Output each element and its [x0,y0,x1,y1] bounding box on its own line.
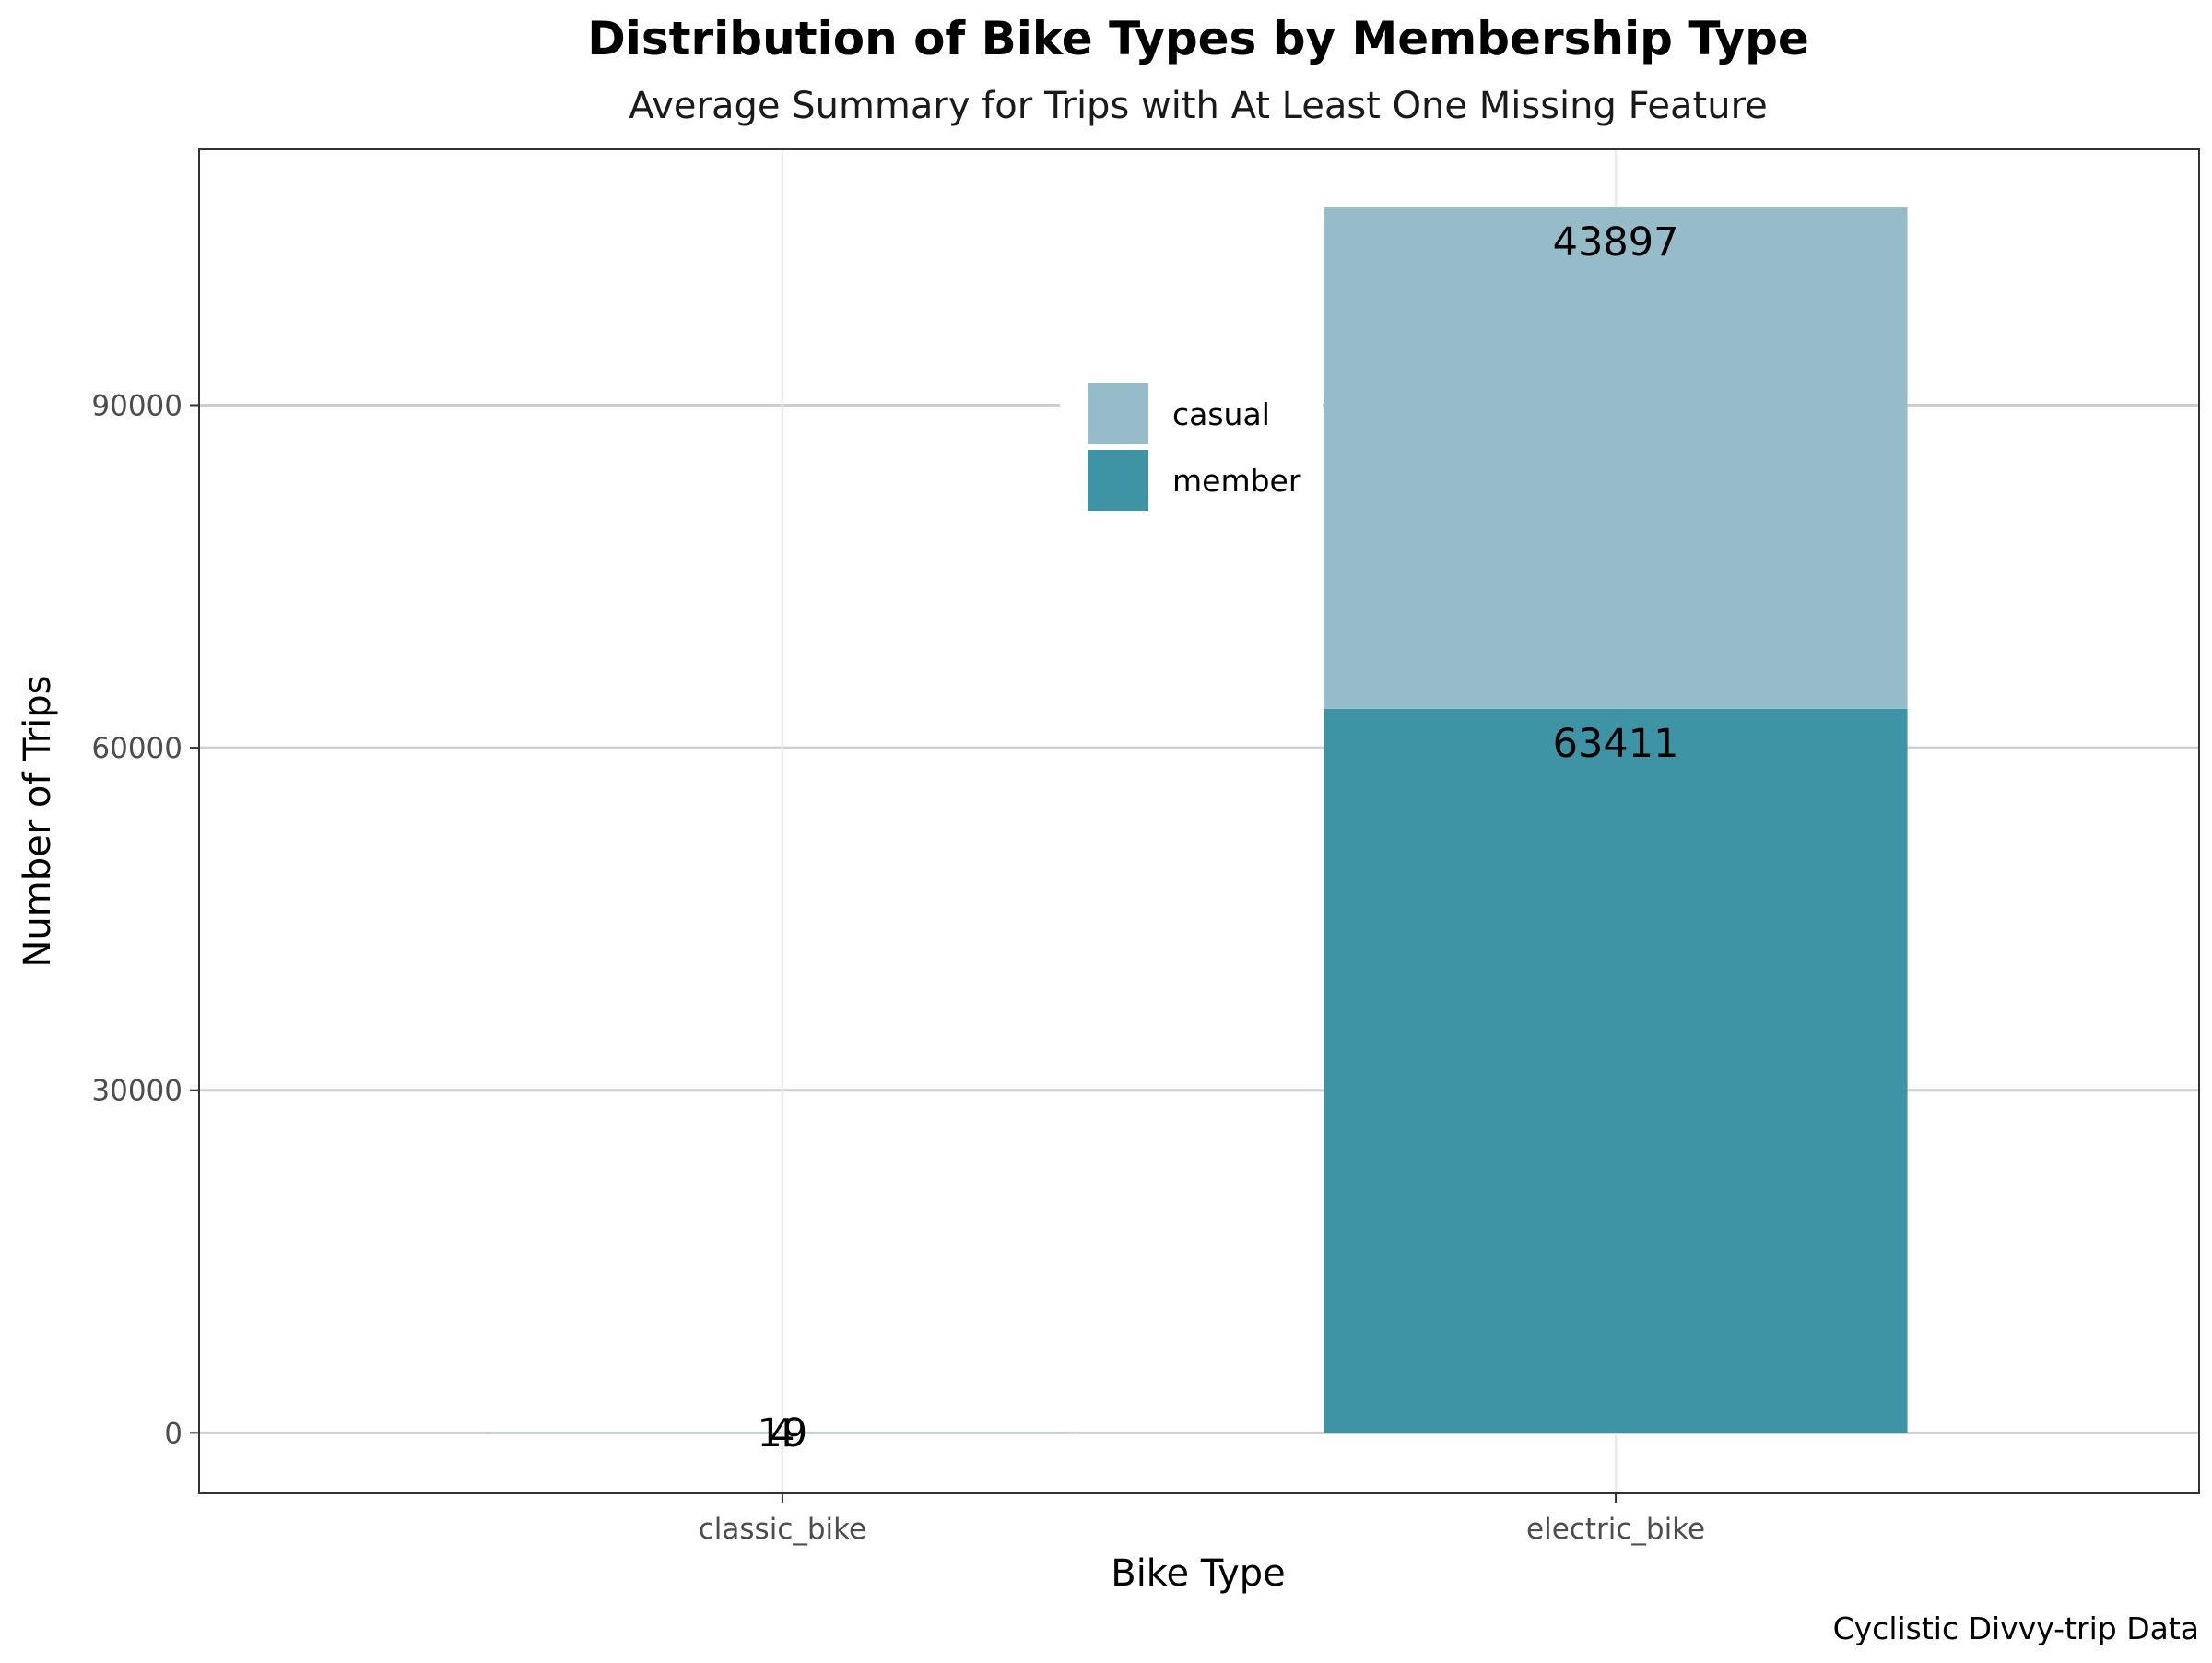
legend: casual member [1088,383,1301,511]
bar-label-casual-classic_bike: 19 [758,1410,808,1457]
y-tick-label: 60000 [91,732,182,765]
x-tick-label: electric_bike [1526,1513,1705,1546]
chart-subtitle: Average Summary for Trips with At Least … [629,85,1768,127]
chart-title: Distribution of Bike Types by Membership… [587,12,1809,65]
y-tick-label: 90000 [91,389,182,422]
legend-label-member: member [1172,463,1301,499]
y-tick-label: 30000 [91,1075,182,1108]
chart-caption: Cyclistic Divvy-trip Data [1833,1610,2199,1646]
x-tick-label: classic_bike [699,1513,866,1546]
bars [490,207,1908,1433]
legend-label-casual: casual [1172,396,1270,432]
bar-label-casual-electric_bike: 43897 [1553,219,1679,265]
bar-label-member-electric_bike: 63411 [1553,721,1679,767]
legend-swatch-member [1088,450,1148,511]
y-tick-label: 0 [164,1417,182,1450]
plot-panel-border [198,148,2200,1494]
bar-member-electric_bike [1324,708,1908,1433]
y-axis-title: Number of Trips [17,675,59,967]
axes: 0 30000 60000 90000 classic_bike electric_bik… [91,389,1705,1546]
bar-label-member-classic_bike: 4 [770,1410,794,1457]
bar-labels: 419 63411 43897 [758,219,1679,1457]
bar-casual-electric_bike [1324,207,1908,709]
x-axis-title: Bike Type [1111,1552,1286,1595]
legend-swatch-casual [1088,383,1148,444]
